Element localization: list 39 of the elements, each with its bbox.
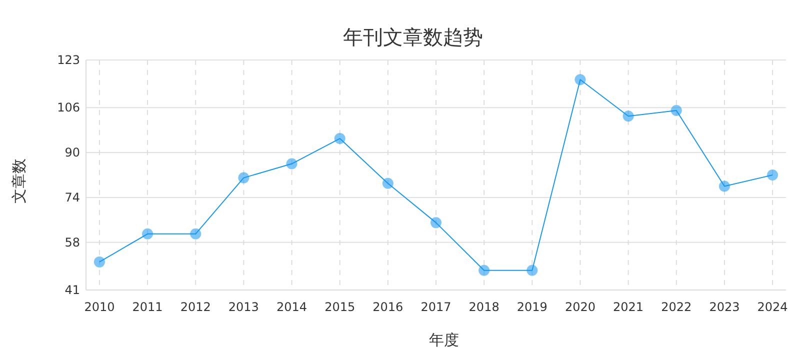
x-tick-label: 2019 <box>516 300 548 314</box>
x-tick-label: 2013 <box>228 300 259 314</box>
y-tick-label: 106 <box>57 100 80 115</box>
point <box>382 178 394 189</box>
x-tick-label: 2020 <box>564 300 596 314</box>
x-tick-label: 2024 <box>757 300 788 314</box>
point <box>526 264 538 276</box>
y-tick-label: 58 <box>64 235 80 250</box>
y-tick-label: 123 <box>57 53 80 67</box>
x-tick-label: 2022 <box>661 300 692 314</box>
point <box>478 264 490 276</box>
point <box>286 158 298 170</box>
point <box>94 256 105 268</box>
x-tick-label: 2015 <box>324 300 356 314</box>
x-axis-title: 年度 <box>429 331 459 349</box>
x-tick-label: 2018 <box>468 300 500 314</box>
point <box>142 228 154 240</box>
x-tick-label: 2011 <box>132 300 163 314</box>
point <box>430 217 442 228</box>
y-tick-label: 41 <box>64 283 80 297</box>
x-tick-label: 2021 <box>613 300 644 314</box>
y-tick-label: 90 <box>64 146 80 160</box>
point <box>574 74 586 86</box>
point <box>767 170 778 180</box>
x-tick-label: 2014 <box>276 300 308 314</box>
y-axis-title: 文章数 <box>10 158 28 204</box>
point <box>670 104 682 116</box>
point <box>190 228 202 240</box>
x-tick-label: 2012 <box>180 300 211 314</box>
y-tick-label: 74 <box>64 190 80 204</box>
x-tick-label: 2017 <box>420 300 452 314</box>
chart-title: 年刊文章数趋势 <box>343 25 483 49</box>
x-tick-label: 2023 <box>709 300 740 314</box>
x-tick-label: 2010 <box>84 300 115 314</box>
x-tick-label: 2016 <box>372 300 404 314</box>
point <box>718 180 730 192</box>
point <box>622 110 634 122</box>
point <box>334 133 346 144</box>
point <box>238 172 250 184</box>
